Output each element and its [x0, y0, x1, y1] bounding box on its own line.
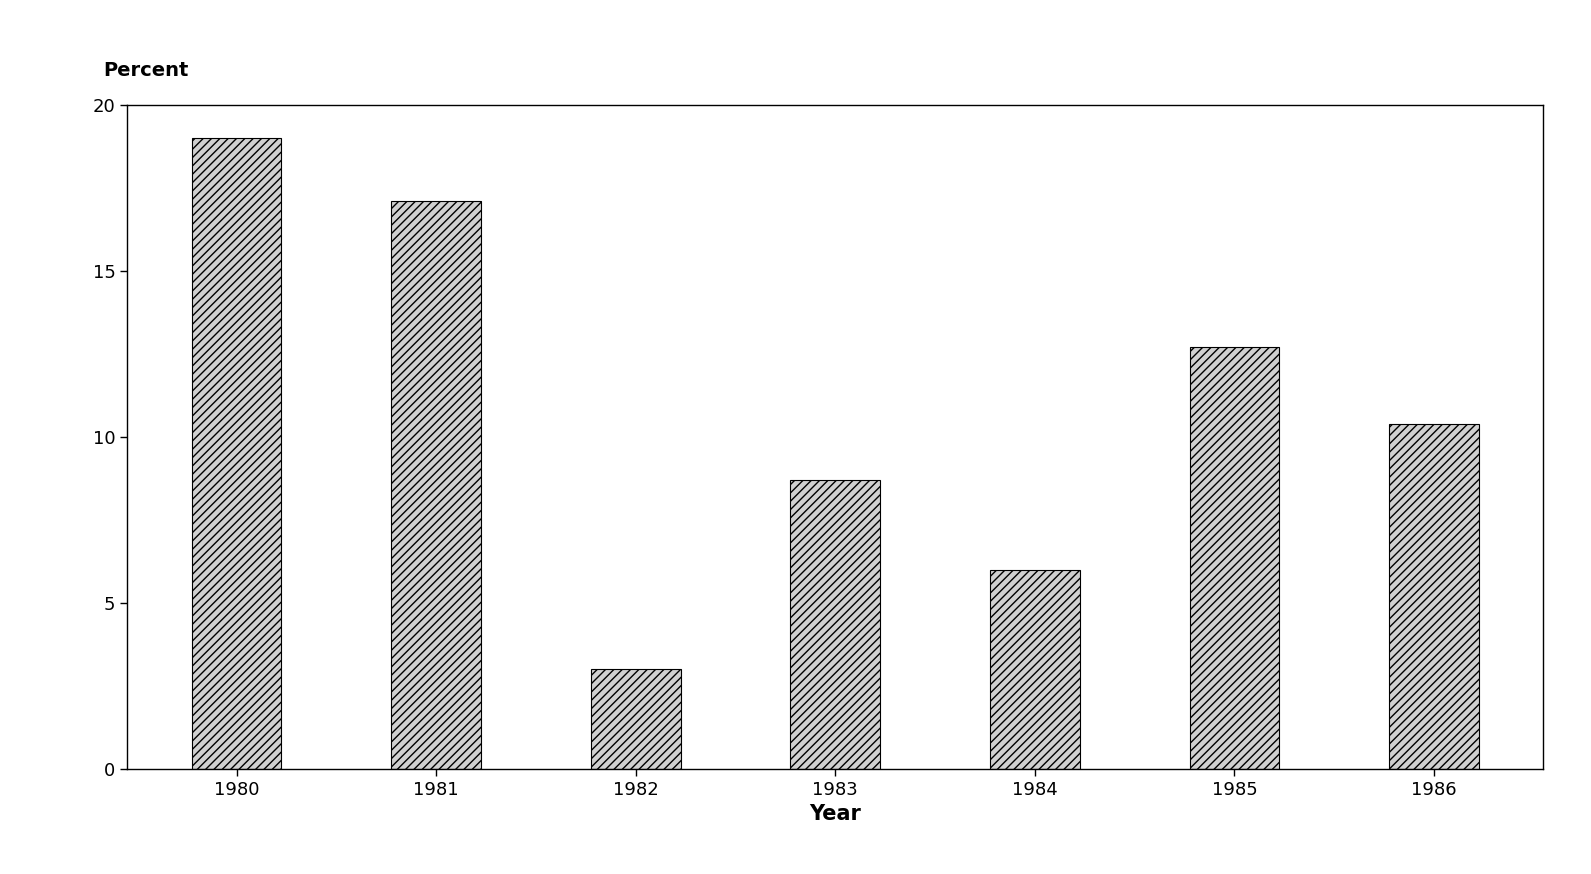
Bar [1190, 347, 1279, 769]
Bar [1389, 424, 1480, 769]
Text: Percent: Percent [103, 61, 189, 80]
X-axis label: Year: Year [810, 804, 861, 824]
Bar [590, 669, 681, 769]
Bar [191, 138, 282, 769]
Bar [990, 570, 1080, 769]
Bar [391, 201, 480, 769]
Bar [791, 480, 880, 769]
